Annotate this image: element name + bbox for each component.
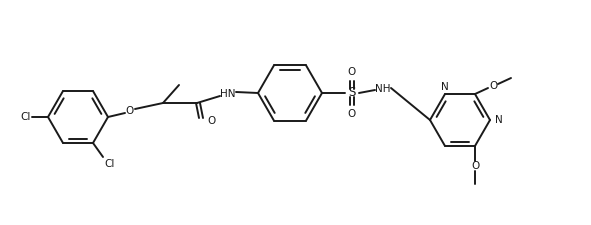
Text: O: O: [489, 81, 497, 91]
Text: O: O: [207, 116, 215, 126]
Text: O: O: [348, 109, 356, 119]
Text: HN: HN: [220, 89, 236, 99]
Text: N: N: [495, 115, 503, 125]
Text: S: S: [348, 86, 356, 99]
Text: O: O: [348, 67, 356, 77]
Text: N: N: [441, 82, 449, 92]
Text: Cl: Cl: [21, 112, 31, 122]
Text: NH: NH: [375, 84, 391, 94]
Text: O: O: [471, 161, 479, 171]
Text: O: O: [126, 106, 134, 116]
Text: Cl: Cl: [105, 159, 115, 169]
